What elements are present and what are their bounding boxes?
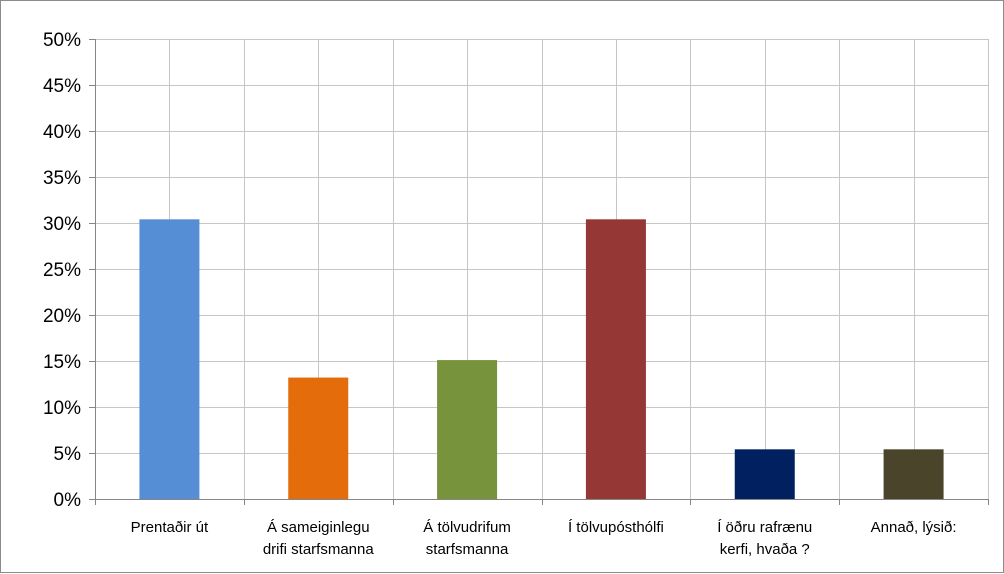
y-tick-label: 5% — [54, 444, 82, 465]
x-tick-label: Á tölvudrifum starfsmanna — [423, 519, 511, 558]
x-tick-label-line: Á tölvudrifum — [423, 519, 511, 536]
x-tick-label-line: kerfi, hvaða ? — [720, 541, 810, 558]
bar — [734, 449, 795, 499]
bar — [883, 449, 944, 499]
y-tick-label: 40% — [43, 122, 81, 143]
y-tick-label: 35% — [43, 168, 81, 189]
y-tick-label: 50% — [43, 30, 81, 51]
x-tick-label-line: Í tölvupósthólfi — [568, 519, 664, 536]
x-tick-label-line: starfsmanna — [426, 541, 509, 558]
y-tick-label: 25% — [43, 260, 81, 281]
x-tick-label: Á sameiginlegu drifi starfsmanna — [263, 519, 375, 558]
y-tick-label: 0% — [54, 490, 82, 511]
x-tick-label-line: Á sameiginlegu — [267, 519, 370, 536]
gridlines — [95, 39, 989, 499]
bars — [139, 219, 944, 499]
x-tick-label: Annað, lýsið: — [871, 519, 957, 536]
y-axis-tick-labels: 0% 5% 10% 15% 20% 25% 30% 35% 40% 45% 50% — [43, 30, 81, 511]
bar — [139, 219, 200, 499]
y-tick-label: 15% — [43, 352, 81, 373]
bar — [585, 219, 646, 499]
x-tick-label-line: Prentaðir út — [131, 519, 209, 536]
x-tick-label: Prentaðir út — [131, 519, 209, 536]
axes — [89, 39, 989, 505]
x-tick-label-line: Annað, lýsið: — [871, 519, 957, 536]
y-tick-label: 20% — [43, 306, 81, 327]
bar — [288, 377, 349, 499]
y-tick-label: 45% — [43, 76, 81, 97]
bar — [437, 360, 498, 499]
y-tick-label: 10% — [43, 398, 81, 419]
y-tick-label: 30% — [43, 214, 81, 235]
x-tick-label: Í tölvupósthólfi — [568, 519, 664, 536]
x-tick-label: Í öðru rafrænu kerfi, hvaða ? — [717, 519, 812, 558]
x-axis-tick-labels: Prentaðir út Á sameiginlegu drifi starfsma… — [131, 519, 957, 558]
x-tick-label-line: Í öðru rafrænu — [717, 519, 812, 536]
x-tick-label-line: drifi starfsmanna — [263, 541, 375, 558]
